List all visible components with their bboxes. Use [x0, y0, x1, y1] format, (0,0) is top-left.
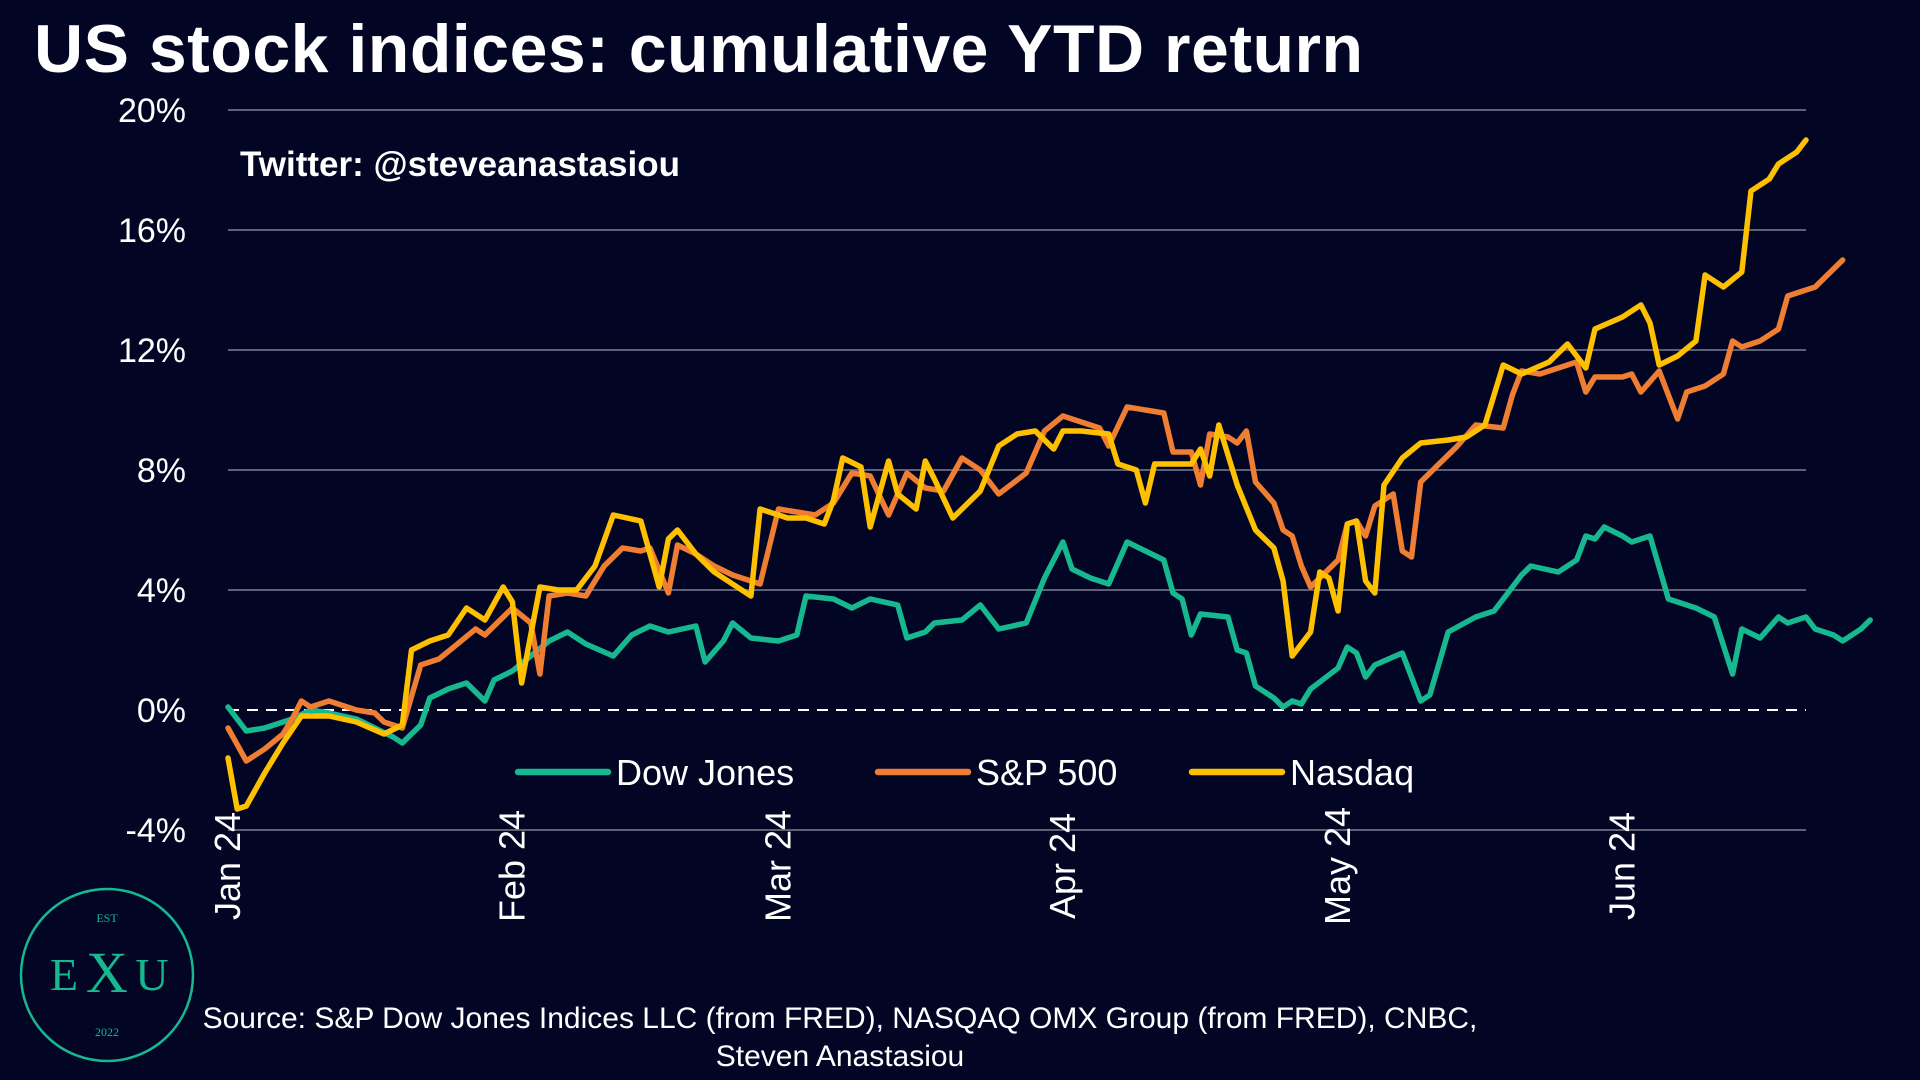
logo-ring	[19, 887, 195, 1063]
y-tick-label: 16%	[118, 212, 186, 250]
y-tick-label: 20%	[118, 92, 186, 130]
exu-logo: EST E X U 2022	[19, 887, 195, 1063]
x-tick-label: Apr 24	[1042, 813, 1083, 919]
gridlines	[228, 109, 1806, 831]
x-tick-label: Jun 24	[1602, 812, 1643, 920]
legend-label: Nasdaq	[1290, 752, 1414, 793]
logo-letter-e: E	[50, 949, 78, 1000]
y-tick-label: 12%	[118, 332, 186, 370]
source-line-1: Source: S&P Dow Jones Indices LLC (from …	[202, 1002, 1478, 1035]
legend: Dow Jones S&P 500 Nasdaq	[514, 752, 1414, 793]
logo-letter-u: U	[135, 949, 168, 1000]
x-tick-label: Mar 24	[757, 810, 798, 922]
legend-item: S&P 500	[874, 752, 1117, 793]
legend-label: S&P 500	[976, 752, 1117, 793]
source-note: Source: S&P Dow Jones Indices LLC (from …	[180, 1000, 1500, 1076]
x-tick-label: May 24	[1317, 807, 1358, 925]
source-line-2: Steven Anastasiou	[715, 1040, 965, 1073]
x-tick-label: Jan 24	[207, 812, 248, 920]
legend-label: Dow Jones	[616, 752, 794, 793]
logo-est: EST	[96, 911, 118, 925]
y-tick-label: 4%	[137, 572, 186, 610]
legend-item: Nasdaq	[1188, 752, 1414, 793]
twitter-handle-annotation: Twitter: @steveanastasiou	[240, 145, 680, 184]
logo-letter-x: X	[86, 940, 128, 1005]
y-tick-label: 0%	[137, 692, 186, 730]
y-axis-ticks: -4% 0% 4% 8% 12% 16% 20%	[118, 92, 186, 850]
series-line-nasdaq	[225, 137, 1809, 812]
logo-year: 2022	[95, 1025, 119, 1039]
y-tick-label: -4%	[126, 812, 186, 850]
series-lines	[225, 137, 1873, 812]
y-tick-label: 8%	[137, 452, 186, 490]
legend-item: Dow Jones	[514, 752, 794, 793]
chart-title: US stock indices: cumulative YTD return	[34, 11, 1364, 87]
series-line-s-p-500	[225, 257, 1846, 764]
x-axis-ticks: Jan 24 Feb 24 Mar 24 Apr 24 May 24 Jun 24	[207, 807, 1643, 925]
x-tick-label: Feb 24	[491, 810, 532, 922]
